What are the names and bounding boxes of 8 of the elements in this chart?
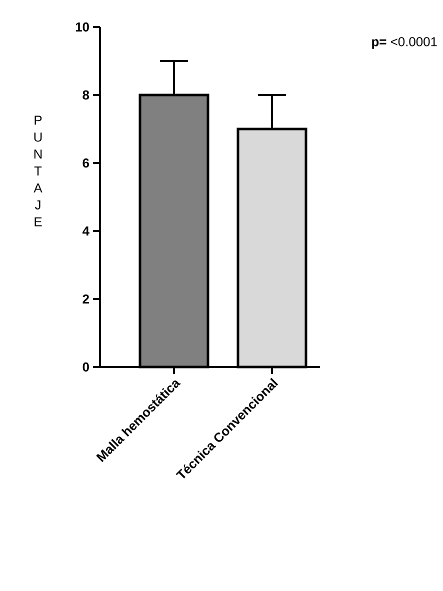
y-tick-label: 10 [76,22,89,32]
y-tick-label: 2 [82,294,89,304]
y-tick-label: 4 [82,226,90,236]
y-tick-label: 0 [82,362,89,372]
y-tick-label: 8 [82,90,90,100]
y-tick-label: 6 [82,158,90,168]
text: p= <0.0001 [372,37,437,49]
y-axis-title: P U N T A J E [34,116,42,226]
